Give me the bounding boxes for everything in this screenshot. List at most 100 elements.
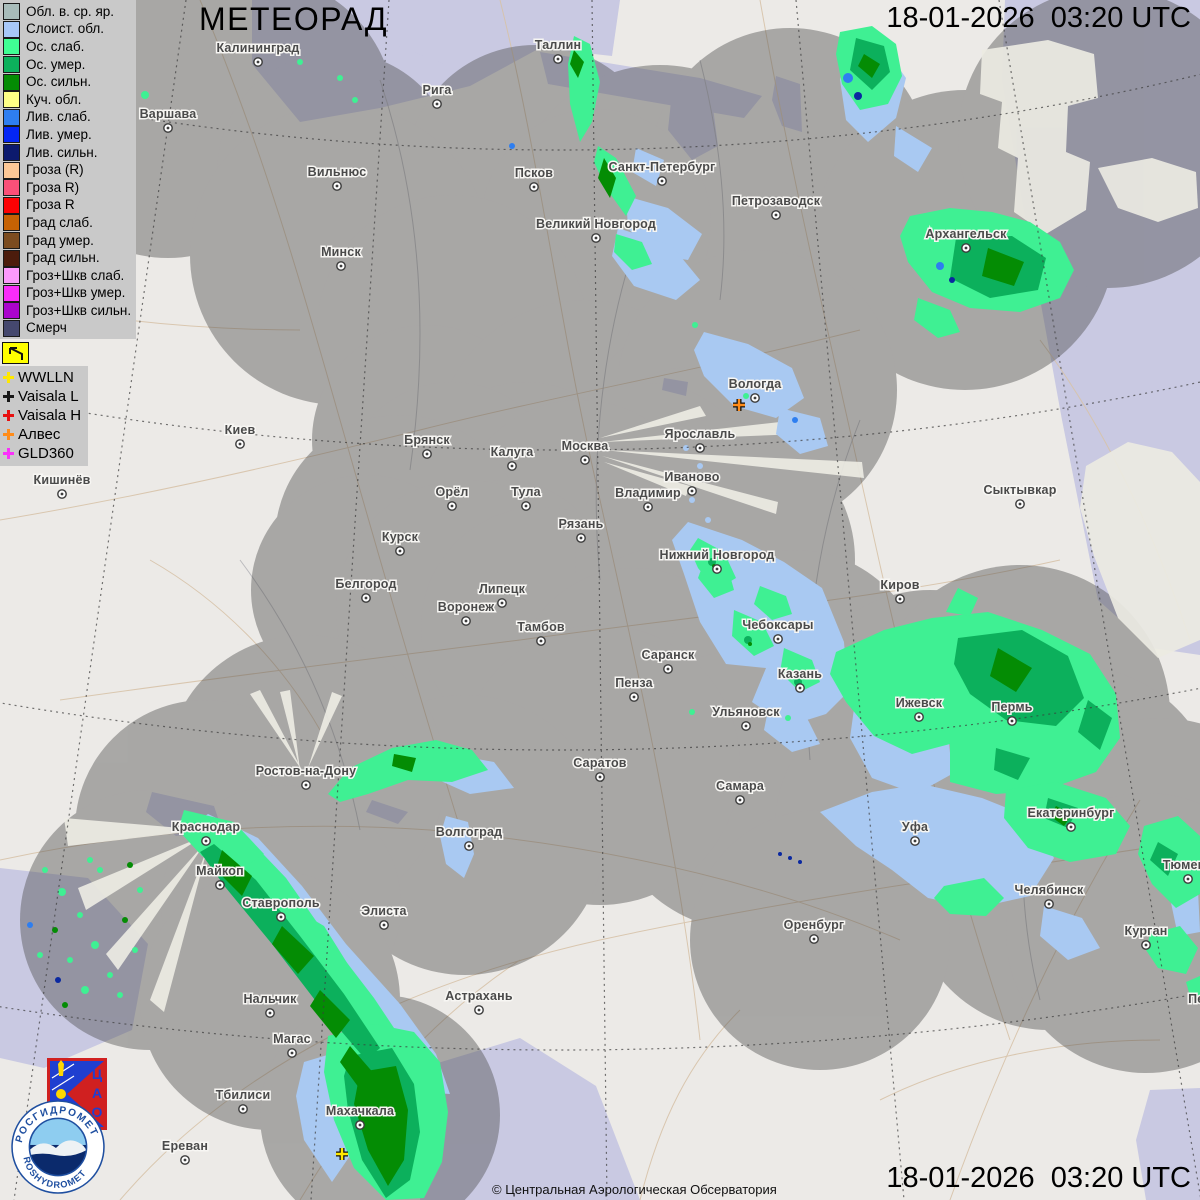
legend-panel: Обл. в. ср. яр. Слоист. обл. Ос. слаб. Ос. …: [0, 0, 136, 467]
precip-area: [990, 648, 1032, 692]
city: Магас: [272, 1031, 312, 1058]
city: Санкт-Петербург: [607, 159, 717, 186]
radar-coverage-circle: [416, 382, 636, 602]
city-label: Варшава: [140, 107, 198, 121]
precip-speck: [97, 867, 103, 873]
precip-speck: [743, 393, 749, 399]
lightning-markers-layer: [336, 399, 745, 1160]
city: Иваново: [663, 469, 721, 496]
precip-speck: [748, 642, 752, 646]
legend-color-swatch: [3, 38, 20, 56]
city: Тбилиси: [214, 1087, 272, 1114]
city-marker-dot: [204, 839, 208, 843]
legend-item: Лив. слаб.: [3, 108, 136, 127]
city: Тула: [510, 484, 543, 511]
city-marker-dot: [524, 504, 528, 508]
precip-speck: [55, 977, 61, 983]
city-marker-dot: [500, 601, 504, 605]
precip-area: [570, 50, 584, 78]
precip-speck: [509, 143, 515, 149]
precip-speck: [709, 475, 715, 481]
legend-item: Гроза R: [3, 196, 136, 215]
precip-area: [328, 740, 488, 802]
radar-coverage-circle: [190, 105, 490, 405]
precip-speck: [689, 497, 695, 503]
legend-item-label: Град слаб.: [26, 214, 93, 230]
sea-shape: [1080, 442, 1200, 658]
city: Москва: [560, 438, 611, 465]
legend-item: Слоист. обл.: [3, 20, 136, 39]
city: Казань: [776, 666, 824, 693]
city: Самара: [715, 778, 766, 805]
city: Пенза: [614, 675, 655, 702]
precip-area: [1078, 700, 1112, 750]
city: Белгород: [334, 576, 398, 603]
city-label: Оренбург: [784, 918, 845, 932]
precip-speck: [949, 277, 955, 283]
precip-area: [698, 556, 734, 598]
city-marker-dot: [774, 213, 778, 217]
precip-area: [934, 878, 1004, 916]
precip-area: [354, 1066, 408, 1186]
precip-speck: [122, 917, 128, 923]
city-label: Вологда: [729, 377, 783, 391]
precip-area: [632, 148, 664, 186]
lightning-network-label: Алвес: [18, 426, 61, 444]
water-body: [388, 46, 444, 96]
graticule-meridian: [310, 0, 390, 1200]
city-label: Пермь: [991, 700, 1032, 714]
city: Ижевск: [894, 695, 944, 722]
precip-area: [756, 610, 826, 670]
legend-color-swatch: [3, 232, 20, 250]
precip-area: [994, 748, 1030, 780]
legend-item-label: Гроза R): [26, 179, 80, 195]
precip-area: [820, 784, 1054, 908]
smerch-arrow-icon: [2, 342, 29, 365]
radar-ray-wedges-layer: [64, 406, 864, 1012]
city-label: Тамбов: [517, 620, 565, 634]
radar-ray-wedge: [602, 420, 800, 442]
precip-speck: [798, 860, 802, 864]
city-label: Киев: [225, 423, 256, 437]
lightning-cross-icon: [3, 391, 14, 403]
legend-item-label: Гроз+Шкв умер.: [26, 285, 126, 301]
city-marker-dot: [964, 246, 968, 250]
copyright-line: © Центральная Аэрологическая Обсерватори…: [492, 1182, 777, 1197]
city: Калининград: [215, 40, 301, 67]
city-marker-dot: [798, 686, 802, 690]
precip-speck: [843, 73, 853, 83]
city-label: Ярославль: [665, 427, 736, 441]
city: Воронеж: [436, 599, 496, 626]
city-marker-dot: [339, 264, 343, 268]
precip-speck: [58, 888, 66, 896]
radar-coverage-circle: [605, 650, 885, 930]
cao-letter-2: А: [92, 1085, 102, 1101]
city-marker-dot: [290, 1051, 294, 1055]
radar-coverage-circle: [421, 507, 661, 747]
city-marker-dot: [268, 1011, 272, 1015]
city-label: Нижний Новгород: [659, 548, 774, 562]
city: Рига: [421, 82, 454, 109]
precip-speck: [107, 972, 113, 978]
city: Чебоксары: [741, 617, 815, 644]
city: Тамбов: [516, 619, 566, 646]
city: Великий Новгород: [535, 216, 657, 243]
water-body: [366, 800, 408, 824]
city-marker-dot: [60, 492, 64, 496]
legend-item-label: Ос. умер.: [26, 56, 86, 72]
precip-area: [894, 126, 932, 172]
legend-item-label: Куч. обл.: [26, 91, 82, 107]
legend-item: Град умер.: [3, 232, 136, 250]
city-label: Элиста: [361, 904, 407, 918]
city-marker-dot: [690, 489, 694, 493]
precip-area: [598, 158, 616, 198]
graticule-meridian: [13, 0, 187, 1200]
city-label: Калуга: [491, 445, 535, 459]
lightning-marker: [733, 399, 745, 411]
city-label: Ростов-на-Дону: [256, 764, 357, 778]
city-label: Минск: [321, 245, 361, 259]
legend-color-swatch: [3, 126, 20, 144]
city: Таллин: [533, 37, 583, 64]
city-label: Воронеж: [438, 600, 495, 614]
legend-color-swatch: [3, 56, 20, 74]
